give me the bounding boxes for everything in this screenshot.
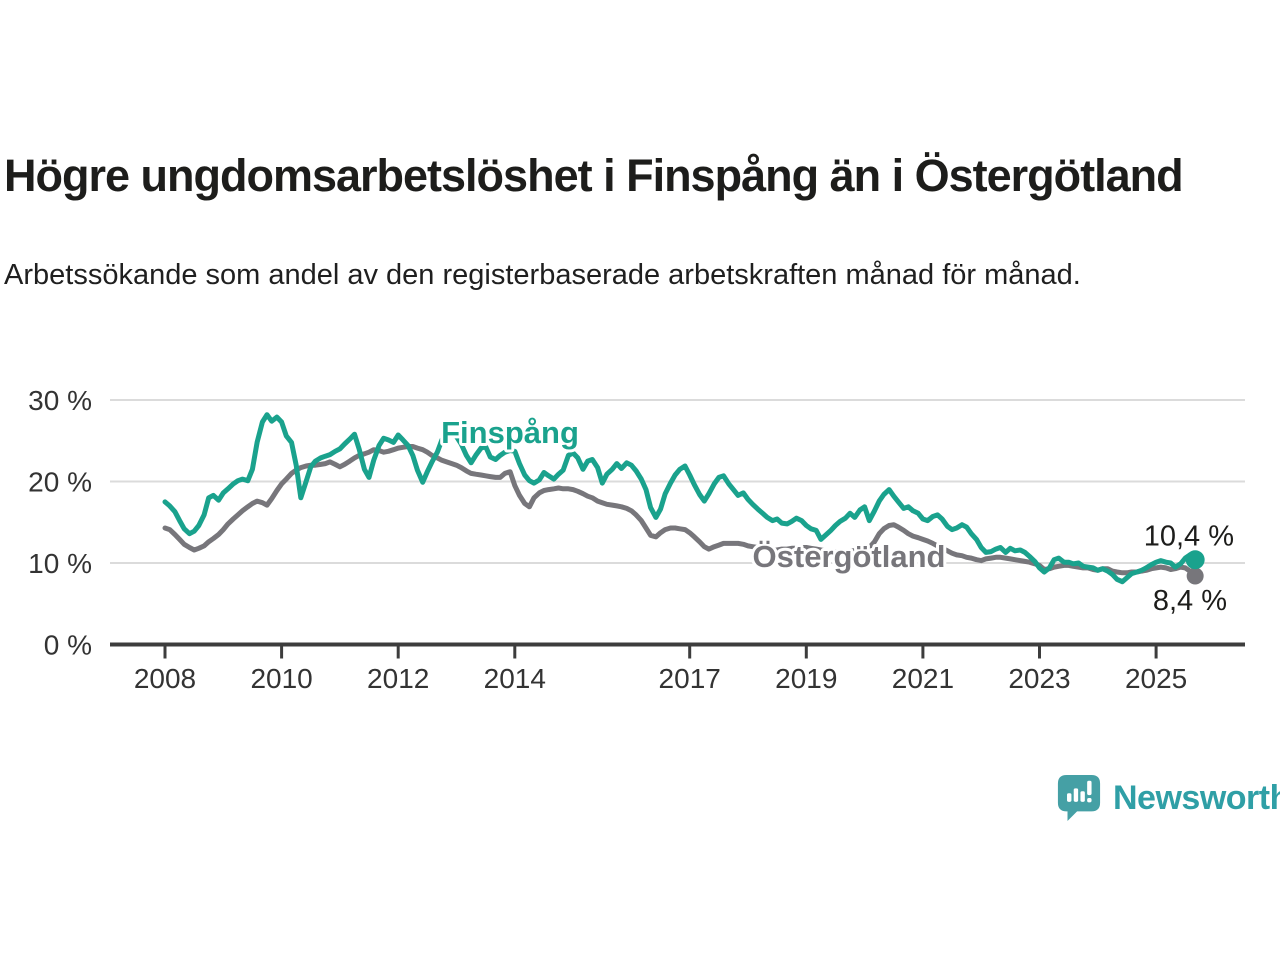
newsworthy-logo-text: Newsworthy	[1113, 778, 1280, 817]
y-axis-tick-label: 20 %	[28, 467, 92, 498]
x-axis-tick-label: 2017	[659, 663, 721, 694]
x-axis-tick-label: 2010	[250, 663, 312, 694]
x-axis-tick-label: 2025	[1125, 663, 1187, 694]
series-label: Finspång	[441, 415, 579, 450]
chart-subtitle: Arbetssökande som andel av den registerb…	[4, 259, 1081, 291]
x-axis-tick-label: 2014	[484, 663, 546, 694]
y-axis-tick-label: 30 %	[28, 385, 92, 416]
newsworthy-speech-bubble-bar-chart-icon	[1056, 773, 1102, 823]
page-title: Högre ungdomsarbetslöshet i Finspång än …	[4, 150, 1184, 201]
series-label: Östergötland	[753, 539, 946, 574]
x-axis-tick-label: 2012	[367, 663, 429, 694]
x-axis-tick-label: 2019	[775, 663, 837, 694]
x-axis-tick-label: 2008	[134, 663, 196, 694]
ostergotland-end-value-label: 8,4 %	[1153, 585, 1227, 617]
x-axis-tick-label: 2023	[1008, 663, 1070, 694]
finspang-end-value-label: 10,4 %	[1144, 521, 1234, 553]
series-line-finspang	[162, 412, 1198, 585]
y-axis-tick-label: 10 %	[28, 548, 92, 579]
y-axis-tick-label: 0 %	[44, 630, 92, 661]
series-line-ostergotland	[162, 444, 1198, 579]
ostergotland-end-dot	[1186, 567, 1204, 585]
newsworthy-logo[interactable]: Newsworthy	[1056, 772, 1280, 824]
finspang-end-dot	[1185, 550, 1205, 570]
x-axis-tick-label: 2021	[892, 663, 954, 694]
